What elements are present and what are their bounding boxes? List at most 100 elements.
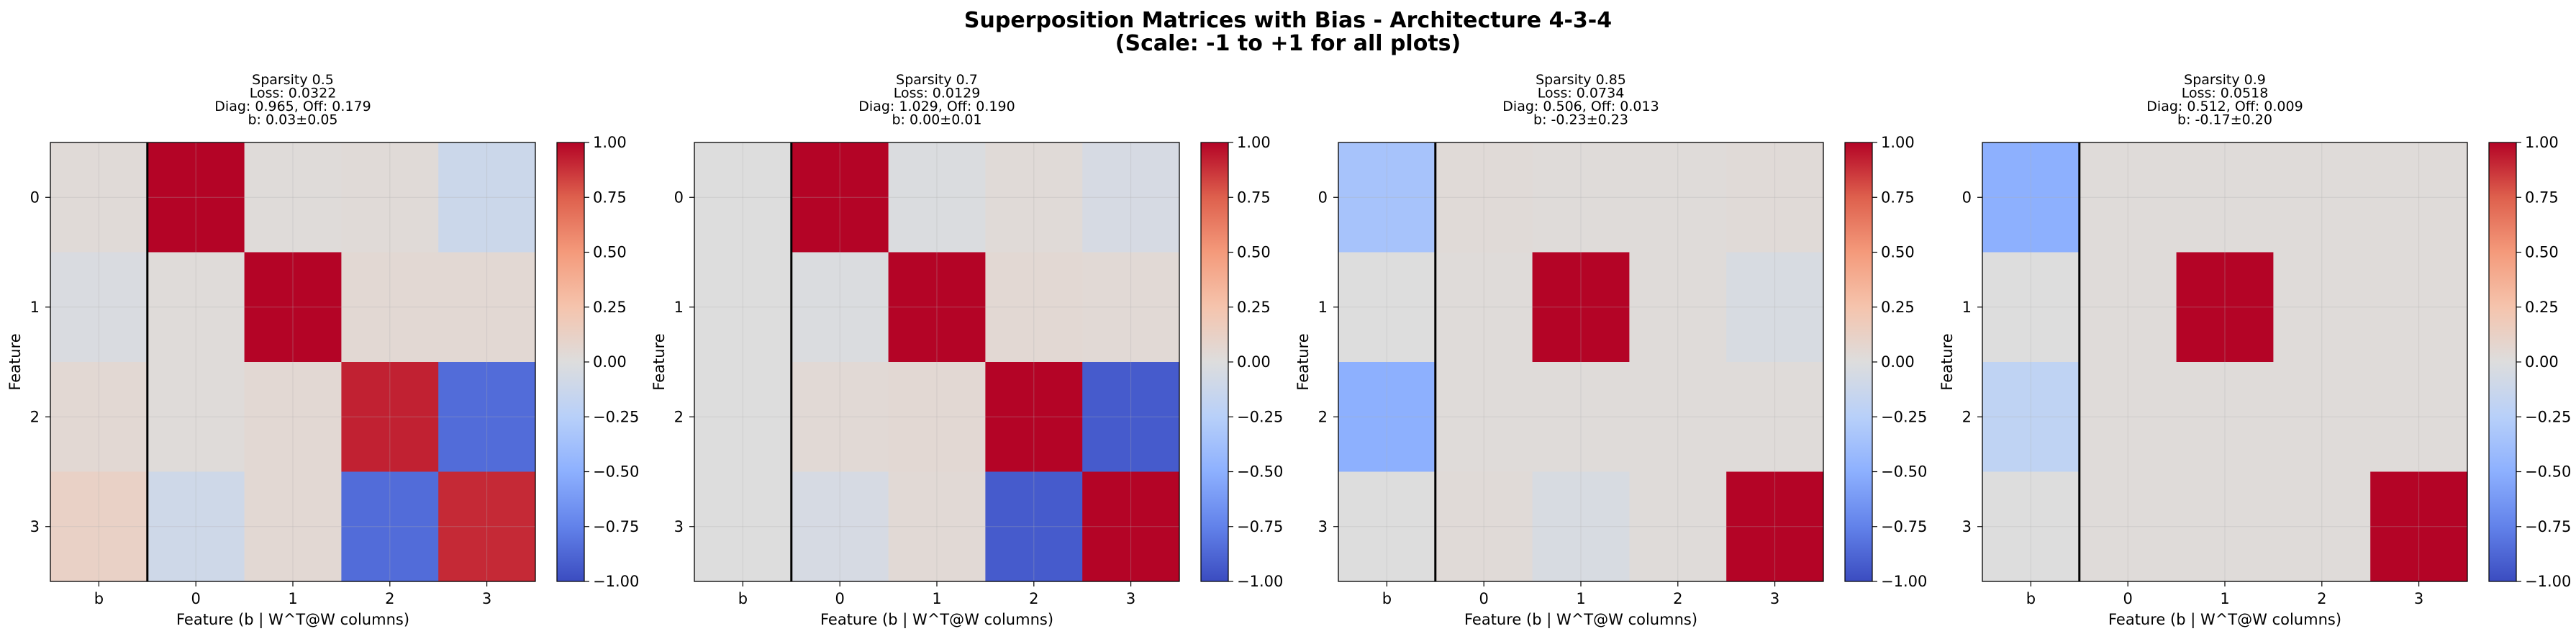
x-tick-label: 1 [2220,590,2229,607]
heatmap-cell [2176,362,2274,472]
x-tick-label: 3 [2414,590,2423,607]
y-tick-label: 1 [674,299,684,316]
x-tick-label: b [2026,590,2036,607]
x-tick-label: 3 [1126,590,1135,607]
heatmap-cell [438,362,536,472]
heatmap-cell [985,362,1083,472]
heatmap-cell [1629,252,1727,363]
heatmap-cell [438,252,536,363]
y-tick-label: 2 [30,408,40,425]
heatmap-cell [1726,142,1824,253]
x-tick-label: b [1382,590,1392,607]
heatmap-cell [1082,142,1180,253]
colorbar [1844,142,1873,582]
heatmap-cell [791,471,889,582]
heatmap-cell [1532,362,1630,472]
colorbar-tick-label: 1.00 [1881,134,1915,151]
heatmap-cell [1082,471,1180,582]
heatmap-cell [1435,471,1533,582]
y-tick-label: 0 [1962,189,1972,206]
colorbar [2488,142,2517,582]
colorbar-tick-label: 0.00 [1881,353,1915,371]
heatmap-cell [1338,362,1436,472]
heatmap-cell [341,362,439,472]
y-tick-label: 1 [30,299,40,316]
colorbar-tick-label: 0.25 [593,299,627,316]
colorbar-tick-label: 0.75 [593,189,627,206]
heatmap-cell [341,252,439,363]
heatmap-cell [2176,142,2274,253]
colorbar-tick-label: −0.75 [2525,518,2571,535]
panel-title-line: Loss: 0.0518 [2182,86,2269,101]
heatmap-cell [2273,362,2371,472]
y-axis-label: Feature [1938,333,1956,390]
x-tick-label: 1 [288,590,297,607]
y-tick-label: 1 [1318,299,1328,316]
panel-title-line: b: -0.23±0.23 [1533,112,1628,128]
panel-title-line: Sparsity 0.9 [2184,72,2266,88]
panel-title-line: b: -0.17±0.20 [2177,112,2272,128]
heatmap-cell [1435,142,1533,253]
x-tick-label: b [738,590,748,607]
colorbar-tick-label: −0.75 [1237,518,1283,535]
heatmap-cell [147,142,245,253]
heatmap-cell [888,252,986,363]
x-tick-label: 0 [2123,590,2133,607]
colorbar-tick-label: 0.25 [1881,299,1915,316]
colorbar-tick-label: −0.50 [1881,463,1927,481]
colorbar-tick-label: −1.00 [1881,573,1927,590]
y-tick-label: 0 [30,189,40,206]
heatmap-cell [2176,252,2274,363]
heatmap-cell [1629,471,1727,582]
colorbar-tick-label: 0.25 [1237,299,1271,316]
heatmap-cell [1435,252,1533,363]
y-axis-label: Feature [1294,333,1312,390]
colorbar-tick-label: −1.00 [1237,573,1283,590]
x-tick-label: 2 [1673,590,1682,607]
x-tick-label: 2 [2317,590,2326,607]
heatmap-cell [1435,362,1533,472]
heatmap-cell [1726,252,1824,363]
heatmap-cell [694,362,792,472]
colorbar-tick-label: 1.00 [1237,134,1271,151]
y-tick-label: 3 [30,518,40,535]
y-tick-label: 3 [674,518,684,535]
y-tick-label: 0 [1318,189,1328,206]
heatmap-cell [244,142,342,253]
colorbar-tick-label: 0.75 [2525,189,2559,206]
heatmap-cell [985,471,1083,582]
colorbar-tick-label: −0.25 [1237,408,1283,425]
heatmap-cell [791,142,889,253]
heatmap-cell [1629,142,1727,253]
heatmap-cell [147,362,245,472]
heatmap-cell [791,252,889,363]
colorbar-tick-label: −0.50 [2525,463,2571,481]
heatmap-cell [2079,142,2177,253]
x-axis-label: Feature (b | W^T@W columns) [1464,611,1697,629]
colorbar-tick-label: −0.50 [593,463,639,481]
heatmap-cell [1532,471,1630,582]
heatmap-cell [1982,362,2080,472]
x-axis-label: Feature (b | W^T@W columns) [2108,611,2341,629]
heatmap-cell [888,362,986,472]
heatmap-cell [2079,362,2177,472]
colorbar-tick-label: 0.75 [1237,189,1271,206]
colorbar-tick-label: 0.50 [1237,244,1271,261]
y-tick-label: 0 [674,189,684,206]
y-tick-label: 1 [1962,299,1972,316]
heatmap-cell [2176,471,2274,582]
heatmap-cell [1982,252,2080,363]
heatmap-cell [2370,252,2468,363]
heatmap-cell [1082,362,1180,472]
x-tick-label: 1 [1576,590,1585,607]
heatmap-cell [2370,142,2468,253]
heatmap-cell [2273,252,2371,363]
heatmap-cell [791,362,889,472]
x-tick-label: 3 [482,590,491,607]
heatmap-cell [244,471,342,582]
colorbar-tick-label: 0.00 [1237,353,1271,371]
heatmap-cell [694,471,792,582]
colorbar-tick-label: −1.00 [593,573,639,590]
